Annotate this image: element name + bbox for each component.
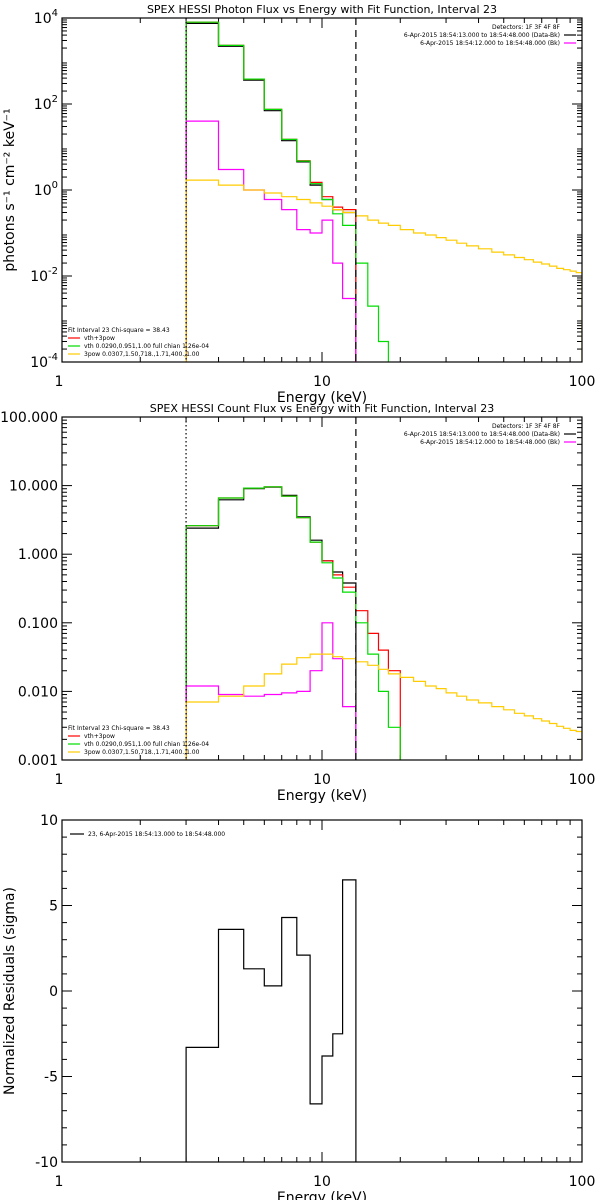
- legend-fit-entry: 3pow 0.0307,1.50,718.,1.71,400.,1.00: [84, 749, 200, 756]
- series-line-3: [185, 486, 401, 760]
- y-tick-label: 100.000: [0, 410, 58, 426]
- y-tick-exponent: 0: [52, 180, 58, 191]
- y-tick-exponent: 4: [52, 8, 58, 19]
- legend-fit-entry: 3pow 0.0307,1.50,718.,1.71,400.,1.00: [84, 351, 200, 358]
- y-tick-label: -5: [44, 1070, 58, 1086]
- x-tick-label: 1: [55, 374, 64, 390]
- y-axis-label: photons s⁻¹ cm⁻² keV⁻¹: [2, 108, 18, 271]
- chart-title: SPEX HESSI Count Flux vs Energy with Fit…: [150, 402, 494, 415]
- y-tick-label: 0.001: [18, 753, 58, 769]
- y-tick-label: 5: [49, 899, 58, 915]
- y-tick-exponent: 2: [52, 94, 58, 105]
- series-group: [185, 486, 582, 760]
- chart-panel-2: SPEX HESSI Count Flux vs Energy with Fit…: [0, 402, 595, 804]
- x-tick-label: 100: [569, 374, 596, 390]
- y-tick-base: 10: [30, 269, 48, 285]
- y-tick-label: 0.100: [18, 616, 58, 632]
- x-tick-label: 100: [569, 772, 596, 788]
- y-tick-label: 100: [34, 180, 58, 199]
- x-axis-label: Energy (keV): [277, 1190, 367, 1200]
- plot-frame: [61, 819, 583, 1163]
- y-tick-exponent: -2: [48, 266, 58, 277]
- y-tick-label: 10.000: [9, 479, 58, 495]
- y-tick-label: 10-2: [30, 266, 58, 285]
- x-tick-label: 10: [313, 1174, 331, 1190]
- series-line-2: [185, 21, 357, 362]
- x-tick-label: 1: [55, 1174, 64, 1190]
- legend-fit-entry: vth 0.0290,0.951,1.00 full chian 1.26e-0…: [84, 741, 209, 748]
- y-tick-base: 10: [34, 97, 52, 113]
- y-axis-label: Normalized Residuals (sigma): [2, 887, 18, 1095]
- x-tick-label: 10: [313, 374, 331, 390]
- series-line-1: [185, 486, 357, 760]
- y-tick-label: 102: [34, 94, 58, 113]
- y-tick-label: 104: [34, 8, 58, 27]
- legend-fit-entry: vth 0.0290,0.951,1.00 full chian 1.26e-0…: [84, 343, 209, 350]
- legend-fit-header: Fit Interval 23 Chi-square = 38.43: [68, 725, 170, 732]
- legend-top-line: Detectors: 1F 3F 4F 8F: [492, 423, 561, 430]
- x-axis-label: Energy (keV): [277, 788, 367, 804]
- legend-residual-text: 23, 6-Apr-2015 18:54:13.000 to 18:54:48.…: [88, 831, 225, 838]
- legend-top-line: 6-Apr-2015 18:54:12.000 to 18:54:48.000 …: [420, 40, 560, 47]
- plot-frame: [61, 416, 583, 761]
- legend-top-line: 6-Apr-2015 18:54:12.000 to 18:54:48.000 …: [420, 439, 560, 446]
- legend-fit-entry: vth+3pow: [84, 733, 115, 740]
- series-line-5: [185, 653, 582, 760]
- series-line-5: [185, 179, 582, 362]
- y-tick-base: 10: [30, 355, 48, 371]
- y-tick-label: 10: [40, 813, 58, 829]
- series-line-4: [185, 622, 357, 760]
- chart-title: SPEX HESSI Photon Flux vs Energy with Fi…: [147, 3, 497, 16]
- plot-frame: [61, 17, 583, 363]
- y-tick-label: 1.000: [18, 547, 58, 563]
- y-tick-label: 0.010: [18, 684, 58, 700]
- x-axis-label: Energy (keV): [277, 390, 367, 406]
- legend-fit-entry: vth+3pow: [84, 335, 115, 342]
- y-tick-exponent: -4: [48, 352, 58, 363]
- series-group: [185, 21, 582, 362]
- y-tick-label: -10: [35, 1155, 58, 1171]
- series-line-1: [185, 879, 357, 1162]
- legend-fit-header: Fit Interval 23 Chi-square = 38.43: [68, 327, 170, 334]
- series-group: [185, 879, 357, 1162]
- y-tick-label: 10-4: [30, 352, 58, 371]
- series-line-3: [185, 21, 389, 362]
- y-tick-base: 10: [34, 183, 52, 199]
- x-tick-label: 1: [55, 772, 64, 788]
- legend-top-line: Detectors: 1F 3F 4F 8F: [492, 24, 561, 31]
- chart-panel-1: SPEX HESSI Photon Flux vs Energy with Fi…: [2, 3, 595, 406]
- x-tick-label: 100: [569, 1174, 596, 1190]
- series-line-4: [185, 120, 357, 362]
- legend-top-line: 6-Apr-2015 18:54:13.000 to 18:54:48.000 …: [404, 431, 560, 438]
- x-tick-label: 10: [313, 772, 331, 788]
- y-tick-label: 0: [49, 984, 58, 1000]
- y-tick-base: 10: [34, 11, 52, 27]
- legend-top-line: 6-Apr-2015 18:54:13.000 to 18:54:48.000 …: [404, 32, 560, 39]
